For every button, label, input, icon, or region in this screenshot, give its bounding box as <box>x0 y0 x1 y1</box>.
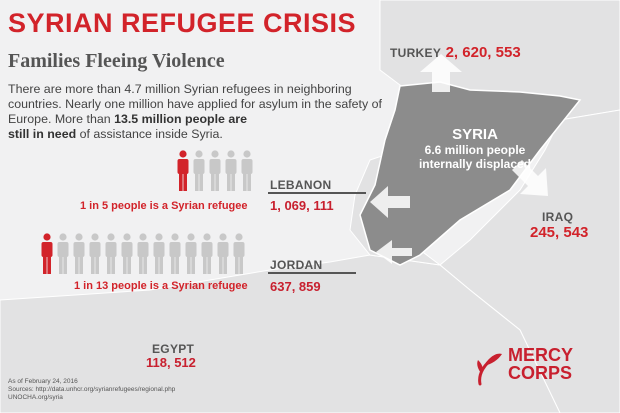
logo-mark-icon <box>477 353 502 386</box>
intro-paragraph: There are more than 4.7 million Syrian r… <box>8 82 408 142</box>
jordan-people <box>40 233 248 275</box>
person-icon <box>193 150 205 191</box>
intro-text-1: There are more than 4.7 million Syrian r… <box>8 82 382 126</box>
egypt-name: EGYPT <box>152 342 195 356</box>
person-icon <box>57 233 69 274</box>
turkey-label: TURKEY 2, 620, 553 <box>390 44 521 62</box>
person-icon <box>137 233 149 274</box>
person-icon <box>89 233 101 274</box>
arrow-jordan <box>376 240 412 264</box>
refugee-person-icon <box>41 233 53 274</box>
person-icon <box>241 150 253 191</box>
intro-text-2: of assistance inside Syria. <box>76 127 223 141</box>
syria-line2: internally displaced <box>418 157 532 171</box>
arrow-turkey <box>420 54 462 92</box>
person-icon <box>225 150 237 191</box>
person-icon <box>105 233 117 274</box>
jordan-name: JORDAN <box>270 258 323 272</box>
person-icon <box>201 233 213 274</box>
jordan-rule <box>268 272 356 274</box>
logo-line1: MERCY <box>508 345 574 365</box>
lebanon-value: 1, 069, 111 <box>270 198 334 213</box>
jordan-ratio: 1 in 13 people is a Syrian refugee <box>74 280 248 292</box>
person-icon <box>121 233 133 274</box>
refugee-person-icon <box>177 150 189 191</box>
turkey-name: TURKEY <box>390 46 442 60</box>
mercy-corps-logo: MERCY CORPS <box>477 345 574 386</box>
footer-source2: UNOCHA.org/syria <box>8 394 63 401</box>
lebanon-ratio: 1 in 5 people is a Syrian refugee <box>80 200 248 212</box>
arrow-iraq <box>512 160 548 196</box>
person-icon <box>185 233 197 274</box>
iraq-value: 245, 543 <box>530 224 589 241</box>
jordan-value: 637, 859 <box>270 279 321 294</box>
intro-bold-1: 13.5 million people are <box>114 112 247 126</box>
lebanon-rule <box>268 192 366 194</box>
person-icon <box>73 233 85 274</box>
footer-date: As of February 24, 2016 <box>8 378 78 385</box>
syria-shape <box>359 81 582 266</box>
footer-notes: As of February 24, 2016 Sources: http://… <box>8 378 175 402</box>
iraq-name: IRAQ <box>542 210 574 224</box>
syria-name: SYRIA <box>452 126 498 143</box>
intro-bold-2: still in need <box>8 127 77 141</box>
person-icon <box>233 233 245 274</box>
arrow-lebanon <box>370 186 410 218</box>
person-icon <box>209 150 221 191</box>
person-icon <box>169 233 181 274</box>
lebanon-people <box>176 150 256 192</box>
footer-sources: Sources: http://data.unhcr.org/syrianref… <box>8 386 176 393</box>
person-icon <box>217 233 229 274</box>
egypt-value: 118, 512 <box>146 355 196 370</box>
logo-line2: CORPS <box>508 363 573 383</box>
page-subtitle: Families Fleeing Violence <box>8 50 225 72</box>
turkey-value: 2, 620, 553 <box>445 44 521 61</box>
lebanon-name: LEBANON <box>270 178 332 192</box>
syria-line1: 6.6 million people <box>424 143 526 157</box>
page-title: SYRIAN REFUGEE CRISIS <box>8 8 357 38</box>
person-icon <box>153 233 165 274</box>
syria-label: SYRIA 6.6 million people internally disp… <box>360 126 590 171</box>
